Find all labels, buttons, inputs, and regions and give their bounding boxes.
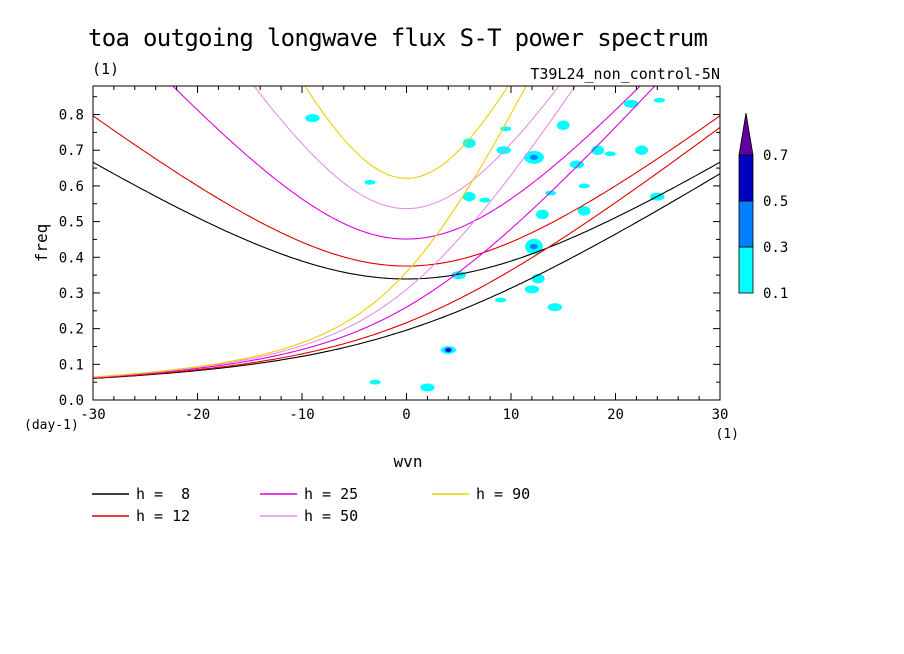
colorbar-segment (738, 200, 754, 248)
contour-patch (556, 120, 570, 131)
x-tick-label: 30 (712, 407, 729, 423)
contour-patch (462, 191, 476, 202)
contour-patch (578, 183, 590, 189)
y-axis-label: freq (32, 224, 51, 263)
contour-patch (577, 206, 591, 216)
contour-patch (305, 114, 320, 123)
curve-8-mrg (93, 173, 720, 379)
contour-patch (364, 179, 376, 185)
x-tick-label: -30 (80, 407, 105, 423)
y-tick-label: 0.0 (59, 393, 84, 409)
colorbar-arrow (738, 112, 754, 156)
contour-patches (305, 97, 665, 392)
y-tick-label: 0.2 (59, 322, 84, 338)
contour-patch (547, 303, 563, 312)
legend-label: h = 8 (136, 485, 190, 503)
contour-patch (420, 383, 435, 392)
x-axis-label: wvn (394, 452, 423, 471)
curve-90-mrg (93, 86, 527, 378)
y-tick-label: 0.7 (59, 143, 84, 159)
contour-patch (496, 146, 511, 155)
contour-patch-inner (529, 154, 538, 160)
contour-patch (604, 151, 616, 157)
contour-patch (524, 285, 540, 294)
x-tick-label: 0 (402, 407, 410, 423)
y-tick-label: 0.8 (59, 108, 84, 124)
x-tick-label: 20 (607, 407, 624, 423)
contour-patch-inner (529, 244, 538, 250)
curve-50-ig (253, 86, 560, 210)
legend-label: h = 12 (136, 507, 190, 525)
contour-patch (369, 379, 381, 385)
x-tick-label: 10 (503, 407, 520, 423)
curve-90-ig (304, 86, 509, 179)
contour-patch (479, 197, 491, 203)
y-tick-label: 0.3 (59, 286, 84, 302)
contour-patch (462, 138, 476, 148)
curve-12-ig (93, 115, 720, 267)
y-unit-label: (day-1) (24, 418, 79, 433)
y-tick-label: 0.4 (59, 250, 84, 266)
y-tick-label: 0.1 (59, 357, 84, 373)
y-tick-label: 0.6 (59, 179, 84, 195)
colorbar-label: 0.7 (763, 148, 788, 164)
curve-50-mrg (93, 86, 576, 378)
legend-label: h = 25 (304, 485, 358, 503)
legend-label: h = 50 (304, 507, 358, 525)
colorbar-segment (738, 246, 754, 294)
contour-patch (635, 145, 649, 156)
legend: h = 8 h = 12 h = 25 h = 50 h = 90 (92, 485, 530, 525)
colorbar: 0.1 0.3 0.5 0.7 (738, 112, 788, 302)
x-unit-label: (1) (716, 427, 739, 442)
contour-patch (653, 97, 665, 103)
curve-12-mrg (93, 126, 720, 379)
contour-patch (623, 99, 639, 108)
contour-patch (591, 145, 605, 156)
x-tick-label: -20 (185, 407, 210, 423)
colorbar-label: 0.1 (763, 286, 788, 302)
colorbar-segment (738, 154, 754, 202)
plot-frame (92, 85, 721, 401)
y-tick-label: 0.5 (59, 215, 84, 231)
chart-subtitle-left: (1) (92, 60, 119, 78)
chart-title: toa outgoing longwave flux S-T power spe… (88, 24, 708, 52)
axes: -30 -20 -10 0 10 20 30 0.0 0.1 0.2 0.3 0.4 0.5 0.6 0.7… (59, 86, 729, 423)
chart-subtitle-right: T39L24_non_control-5N (530, 65, 720, 83)
curve-8-ig (93, 161, 720, 280)
contour-patch-core (445, 348, 451, 352)
colorbar-label: 0.3 (763, 240, 788, 256)
legend-label: h = 90 (476, 485, 530, 503)
contour-patch (494, 297, 507, 303)
curve-25-mrg (93, 86, 656, 379)
x-tick-label: -10 (289, 407, 314, 423)
colorbar-label: 0.5 (763, 194, 788, 210)
contour-patch (535, 209, 549, 220)
curve-25-ig (172, 86, 641, 240)
dispersion-curves (93, 86, 720, 379)
